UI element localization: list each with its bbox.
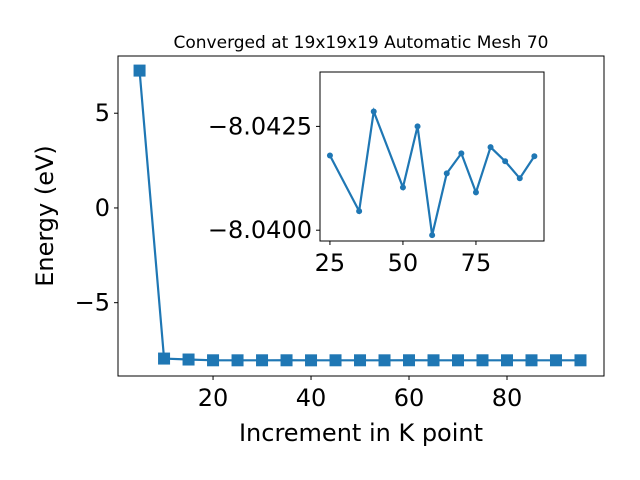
marker — [476, 354, 489, 367]
x-tick-label: 50 — [388, 249, 419, 277]
x-tick-label: 75 — [461, 249, 492, 277]
marker — [305, 354, 318, 367]
marker — [452, 354, 465, 367]
marker — [429, 232, 436, 239]
marker — [280, 354, 293, 367]
marker — [427, 354, 440, 367]
x-tick-label: 20 — [198, 384, 229, 412]
x-tick-label: 40 — [296, 384, 327, 412]
marker — [207, 354, 220, 367]
chart-title: Converged at 19x19x19 Automatic Mesh 70 — [174, 33, 549, 53]
marker — [231, 354, 244, 367]
marker — [574, 354, 587, 367]
marker — [549, 354, 562, 367]
y-tick-label: 0 — [95, 194, 110, 222]
x-tick-label: 60 — [394, 384, 425, 412]
marker — [487, 144, 494, 151]
marker — [458, 150, 465, 157]
y-tick-label: −5 — [75, 289, 110, 317]
marker — [525, 354, 538, 367]
marker — [329, 354, 342, 367]
y-tick-label: 5 — [95, 99, 110, 127]
marker — [158, 352, 171, 365]
marker — [531, 153, 538, 160]
y-tick-label: −8.0400 — [208, 216, 312, 244]
x-tick-label: 80 — [492, 384, 523, 412]
y-tick-label: −8.0425 — [208, 112, 312, 140]
x-axis-label: Increment in K point — [239, 419, 483, 447]
marker — [502, 158, 509, 165]
marker — [326, 152, 333, 159]
plot-area — [319, 71, 545, 242]
marker — [354, 354, 367, 367]
y-axis-label: Energy (eV) — [31, 145, 59, 287]
marker — [443, 170, 450, 177]
marker — [414, 123, 421, 130]
marker — [370, 108, 377, 115]
marker — [403, 354, 416, 367]
marker — [399, 184, 406, 191]
marker — [133, 64, 146, 77]
marker — [500, 354, 513, 367]
marker — [182, 353, 195, 366]
marker — [472, 189, 479, 196]
marker — [256, 354, 269, 367]
x-tick-label: 25 — [315, 249, 346, 277]
marker — [516, 175, 523, 182]
marker — [378, 354, 391, 367]
marker — [356, 208, 363, 215]
